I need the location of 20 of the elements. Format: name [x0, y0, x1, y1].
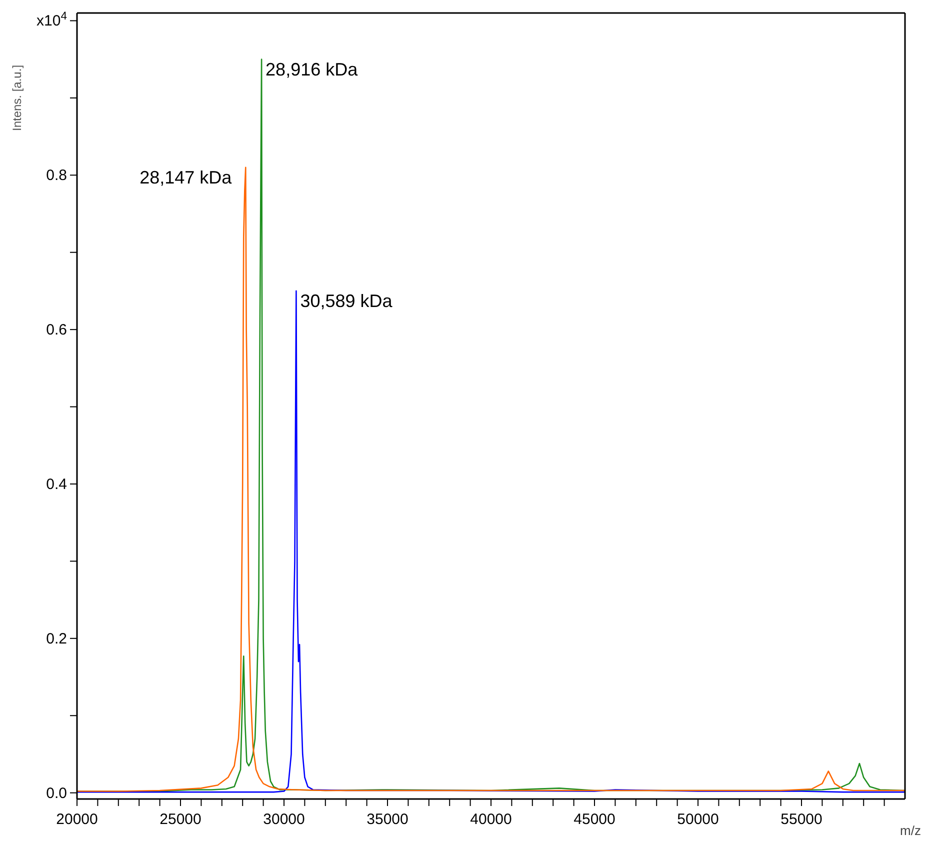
- x-tick-label: 30000: [263, 811, 305, 828]
- x-tick-label: 50000: [677, 811, 719, 828]
- x-axis-title: m/z: [900, 823, 921, 838]
- y-tick-label: 0.2: [46, 630, 67, 648]
- x-tick-label: 55000: [780, 811, 822, 828]
- y-tick-label: 0.0: [46, 784, 67, 802]
- y-tick-label: 0.4: [46, 476, 67, 493]
- y-axis-title: Intens. [a.u.]: [10, 64, 24, 132]
- y-tick-label: 0.6: [46, 322, 67, 339]
- x-tick-label: 35000: [366, 811, 408, 828]
- x-tick-label: 25000: [160, 811, 202, 828]
- annotation: 28,147 kDa: [140, 167, 233, 188]
- line-series: [77, 290, 905, 793]
- annotation: 30,589 kDa: [300, 290, 394, 311]
- y-tick-label: 0.8: [46, 167, 67, 184]
- x-tick-label: 40000: [470, 811, 512, 828]
- annotation: 28,916 kDa: [266, 59, 359, 80]
- y-tick-label: x10$^{4}$: [36, 10, 67, 30]
- x-tick-label: 20000: [56, 811, 98, 828]
- x-tick-label: 45000: [574, 811, 616, 828]
